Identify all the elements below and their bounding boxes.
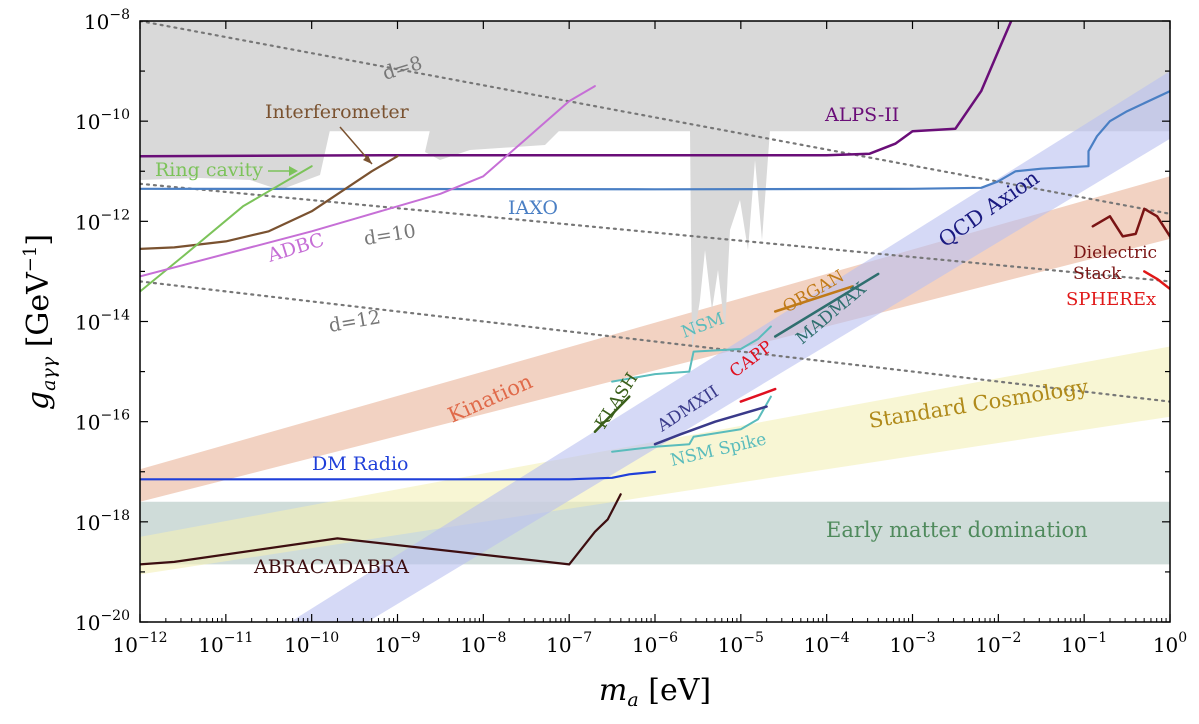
series-line-organ	[773, 285, 854, 313]
x-tick-label: 10−2	[975, 630, 1021, 657]
y-tick-label: 10−16	[75, 408, 130, 435]
x-tick-label: 10−9	[374, 630, 420, 657]
x-tick-label: 10−8	[460, 630, 506, 657]
series-line-nsm-spike	[611, 395, 772, 453]
x-tick-label: 10−11	[198, 630, 253, 657]
x-tick-label: 10−12	[113, 630, 168, 657]
y-tick-label: 10−8	[84, 7, 130, 34]
series-line-spherex	[1143, 270, 1170, 291]
series-line-iaxo	[140, 89, 1170, 191]
series-line-klash	[593, 395, 631, 433]
region-standard-cosmology	[140, 346, 1170, 575]
label-dm-radio: DM Radio	[312, 453, 408, 475]
label-spherex: SPHEREx	[1066, 289, 1156, 310]
label-stack: Stack	[1073, 264, 1122, 284]
shaded-regions	[140, 21, 1170, 622]
dotted-line-d-8	[140, 21, 1170, 215]
x-axis-title: ma [eV]	[599, 673, 711, 711]
excluded-haloscope-band	[677, 130, 770, 350]
series-line-ring-cavity	[140, 165, 313, 293]
excluded-region-detail	[140, 130, 770, 350]
y-axis-title: gaγγ [GeV−1]	[20, 234, 60, 410]
series-line-alps-ii	[140, 21, 1013, 158]
axis-ticks: 10−12 10−11 10−10 10−9 10−8 10−7 10−6 10−5 10−4 1…	[75, 7, 1187, 657]
dotted-line-d-12	[140, 280, 1170, 403]
region-qcd-axion	[290, 71, 1170, 622]
x-tick-label: 10−10	[284, 630, 339, 657]
y-tick-label: 10−20	[75, 608, 130, 635]
series-line-dielectric-stack	[1091, 207, 1170, 238]
dimension-lines	[140, 21, 1170, 403]
x-tick-label: 10−1	[1061, 630, 1107, 657]
x-tick-label: 100	[1153, 630, 1187, 657]
interferometer-arrowhead	[363, 155, 372, 164]
series-line-abracadabra	[140, 493, 622, 566]
series-line-madmax	[773, 272, 880, 338]
region-excluded	[140, 21, 1170, 132]
ring-cavity-arrowhead	[289, 166, 298, 176]
series-line-dm-radio	[140, 470, 657, 481]
series-line-capp	[739, 387, 777, 403]
label-dielectric: Dielectric	[1073, 243, 1157, 263]
y-tick-label: 10−10	[75, 107, 130, 134]
label-interferometer: Interferometer	[265, 101, 410, 123]
y-tick-label: 10−14	[75, 308, 130, 335]
dotted-line-d-10	[140, 182, 1170, 283]
label-early-matter: Early matter domination	[826, 518, 1088, 542]
y-tick-label: 10−18	[75, 508, 130, 535]
y-tick-label: 10−12	[75, 207, 130, 234]
series-line-interferometer	[140, 155, 399, 250]
label-ring-cavity: Ring cavity	[155, 159, 263, 181]
label-iaxo: IAXO	[508, 197, 558, 219]
experiment-curves	[140, 21, 1170, 566]
label-alps: ALPS-II	[824, 104, 899, 126]
x-tick-label: 10−3	[889, 630, 935, 657]
series-line-nsm	[611, 325, 772, 383]
label-abracadabra: ABRACADABRA	[253, 556, 409, 578]
excluded-blob-2	[140, 130, 330, 190]
series-line-admxii	[653, 405, 768, 446]
x-tick-label: 10−5	[718, 630, 764, 657]
x-tick-label: 10−7	[546, 630, 592, 657]
label-d10: d=10	[362, 220, 417, 250]
x-tick-label: 10−6	[632, 630, 678, 657]
x-tick-label: 10−4	[804, 630, 850, 657]
series-line-adbc	[140, 85, 596, 278]
label-d12: d=12	[327, 306, 382, 337]
